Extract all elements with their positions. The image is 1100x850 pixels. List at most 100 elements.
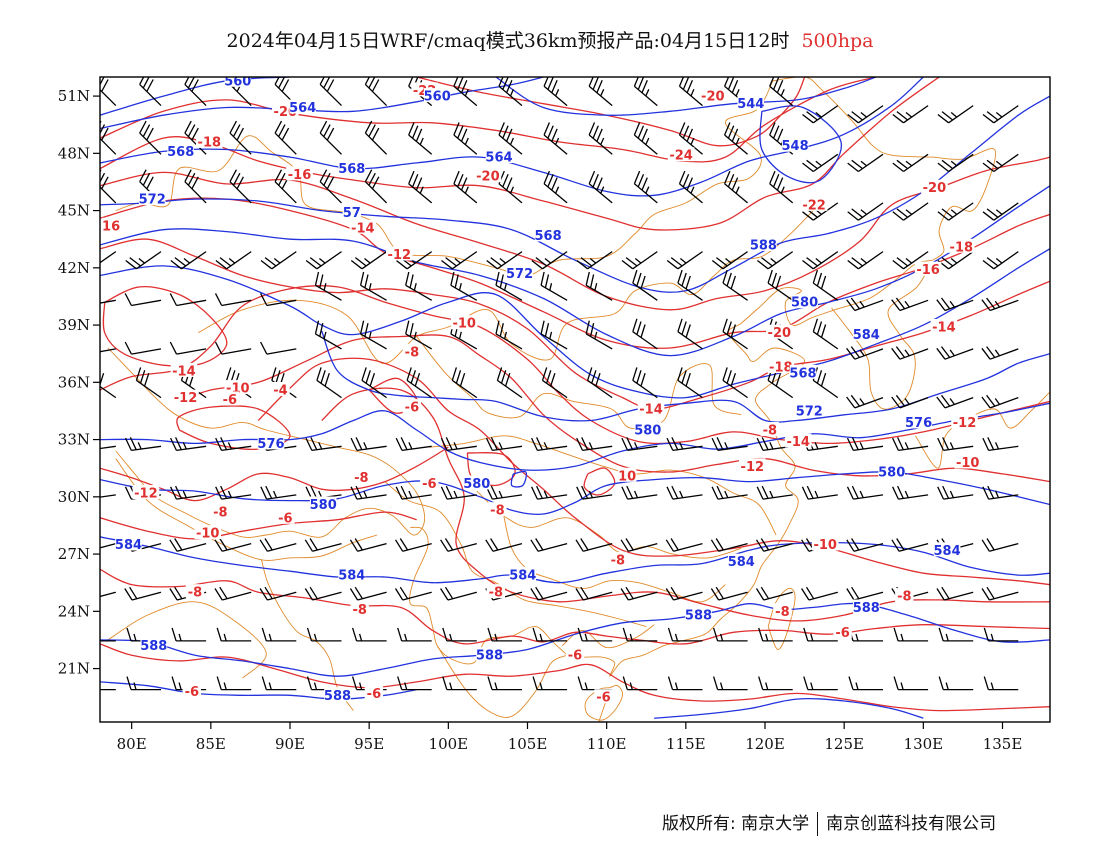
temperature-label: -14 [932,321,956,336]
contour-label-bg [488,502,507,517]
height-label: 560 [224,74,251,89]
wind-barb [531,251,568,270]
wind-barb [349,586,387,601]
contour-label-bg [276,509,295,524]
wind-barb [938,676,974,691]
lat-tick-label: 21N [58,660,90,678]
wind-barb [678,122,703,155]
plot-frame [99,76,1051,723]
wind-barb [846,394,884,409]
contour-label-bg [463,475,491,490]
wind-barb [531,437,568,452]
height-label: 568 [535,229,562,244]
wind-barb [982,202,1019,221]
wind-barb [801,485,838,500]
temperature-label: -6 [185,685,199,700]
height-isopleth [100,536,1050,584]
wind-barb [802,153,839,173]
wind-barb [937,437,974,452]
contour-label-bg [791,294,818,309]
wind-barb [124,586,162,601]
wind-barb [364,169,388,204]
wind-barb [767,269,794,301]
wind-barb [349,538,387,552]
temperature-label: -10 [813,538,837,553]
wind-barb [498,122,523,155]
wind-barb [100,688,116,691]
contour-label-bg [766,324,793,339]
height-label: 544 [737,97,764,112]
wind-barb [485,485,523,500]
temperature-label: -6 [405,401,419,416]
wind-barb [938,627,974,642]
contour-label-bg [420,475,439,490]
temperature-label: -20 [768,326,792,341]
contour-label-bg [789,364,817,379]
wind-barb [812,269,839,301]
wind-barb [575,586,613,601]
wind-barb [936,586,974,601]
lon-tick-label: 95E [354,735,384,753]
lon-tick-label: 130E [904,735,944,753]
contour-label-bg [224,77,252,87]
height-label: 584 [853,328,880,343]
temperature-label: -20 [701,90,725,105]
temperature-label: -8 [897,590,911,605]
temperature-isotherm [100,511,417,540]
country-border-line [261,559,354,711]
wind-barb [395,437,432,452]
wind-barb [214,586,252,601]
wind-barb [100,120,117,155]
temperature-label: -12 [953,416,977,431]
wind-barb [126,676,161,691]
wind-barb [394,538,432,552]
country-border-line [831,261,932,410]
wind-barb [216,676,252,691]
height-label: 568 [789,366,816,381]
wind-barb [532,627,568,642]
wind-barb [711,485,748,500]
lon-tick-label: 105E [508,735,548,753]
temperature-isotherm [100,77,940,231]
wind-barb [982,485,1019,500]
contour-label-bg [338,160,366,175]
temperature-label: -22 [802,198,826,213]
wind-barb [981,586,1019,601]
wind-barb [496,367,523,399]
wind-barb [259,586,297,601]
wind-barb [260,485,297,500]
wind-barb [350,251,387,270]
height-isopleth [100,77,291,116]
lat-tick-label: 36N [58,373,90,391]
wind-barb [632,269,658,301]
temperature-label: -10 [196,527,220,542]
contour-label-bg [618,467,637,482]
height-label: 572 [796,404,823,419]
height-label: 588 [324,689,351,704]
wind-barb [622,676,658,691]
wind-barb [394,586,432,601]
wind-barb [937,202,974,221]
wind-barb [405,320,433,350]
wind-barb [677,269,703,301]
wind-barb [937,485,974,500]
wind-barb [769,77,794,107]
wind-barb [633,77,658,107]
wind-barb [712,627,748,642]
contour-label-bg [773,603,792,618]
temperature-isotherm [100,446,449,502]
contour-label-bg [167,143,194,158]
wind-barb [100,542,116,549]
lon-tick-label: 110E [587,735,627,753]
wind-barb [891,394,929,409]
temperature-label: -8 [188,586,202,601]
contour-label-bg [364,685,384,700]
temperature-label: -14 [172,364,196,379]
wind-barb [229,120,252,155]
wind-barb [620,538,658,552]
temperature-label: -8 [611,553,625,568]
contour-label-bg [450,315,478,330]
temperature-isotherm [176,405,291,451]
contour-label-bg [509,567,536,582]
copyright-footer: 版权所有: 南京大学 南京创蓝科技有限公司 [662,809,996,836]
